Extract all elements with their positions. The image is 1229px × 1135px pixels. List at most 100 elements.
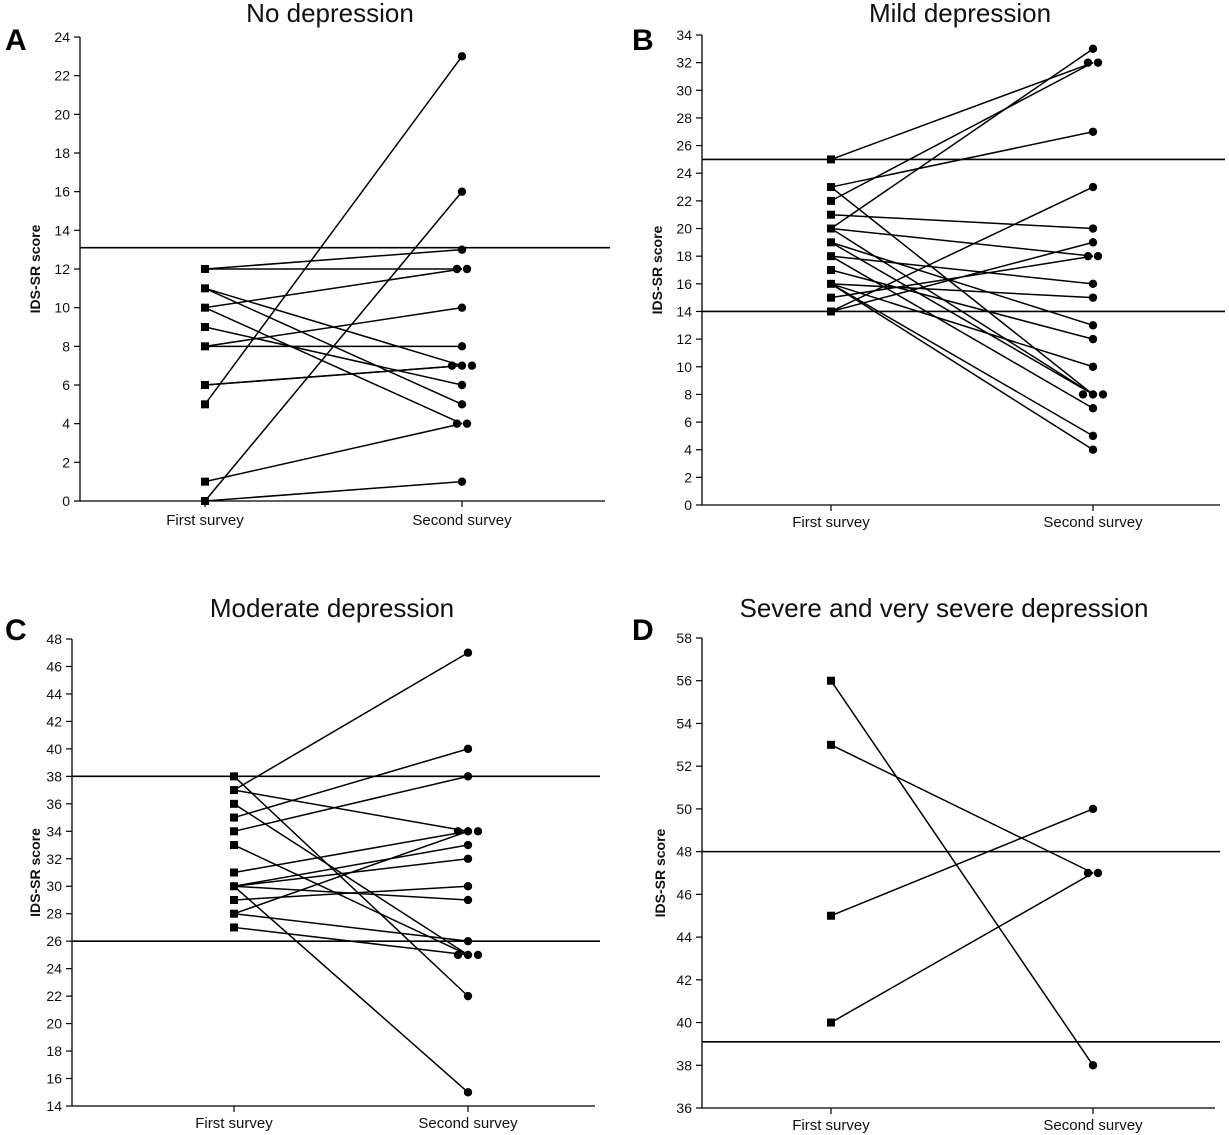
second-survey-point (1093, 58, 1103, 67)
pair-line (830, 61, 1094, 161)
chart-title: Moderate depression (210, 593, 454, 623)
first-survey-point (827, 911, 835, 920)
y-tick-label: 36 (46, 796, 62, 812)
first-survey-point (827, 740, 835, 749)
second-survey-point (1088, 279, 1098, 289)
second-survey-point (457, 361, 467, 370)
first-survey-point (201, 497, 209, 505)
y-tick-label: 20 (676, 221, 692, 237)
pair-line (204, 422, 463, 483)
second-survey-point (462, 264, 472, 274)
second-survey-point (1088, 182, 1098, 192)
first-survey-point (230, 909, 238, 918)
second-survey-point (463, 827, 473, 836)
pair-line (830, 744, 1094, 874)
second-survey-point (1083, 251, 1093, 261)
panel-letter: D (632, 614, 654, 647)
second-survey-point (457, 187, 467, 196)
y-tick-label: 58 (676, 630, 692, 646)
y-tick-label: 40 (676, 1015, 692, 1031)
panel-a: ANo depression024681012141618202224First… (5, 0, 610, 529)
pair-line (830, 283, 1094, 437)
first-survey-point (230, 799, 238, 808)
second-survey-point (463, 772, 473, 781)
second-survey-point (453, 950, 463, 960)
pair-line (233, 885, 469, 1093)
second-survey-point (457, 342, 467, 351)
first-survey-point (201, 342, 209, 351)
first-survey-point (827, 210, 835, 219)
y-tick-label: 52 (676, 758, 692, 774)
x-tick-label: Second survey (418, 1115, 518, 1132)
y-tick-label: 16 (676, 276, 692, 292)
second-survey-point (1088, 1061, 1098, 1070)
second-survey-point (1088, 390, 1098, 399)
second-survey-point (1088, 238, 1098, 247)
pair-line (830, 283, 1094, 451)
second-survey-point (457, 52, 467, 61)
first-survey-point (201, 303, 209, 312)
first-survey-point (230, 772, 238, 781)
first-survey-point (201, 381, 209, 389)
y-tick-label: 6 (684, 414, 692, 430)
second-survey-point (463, 882, 473, 891)
y-tick-label: 56 (676, 673, 692, 689)
y-tick-label: 32 (676, 55, 692, 71)
y-tick-label: 22 (54, 68, 70, 84)
second-survey-point (452, 419, 462, 428)
chart-title: Mild depression (869, 0, 1051, 28)
second-survey-point (1083, 58, 1093, 67)
panel-letter: B (632, 24, 654, 57)
y-tick-label: 2 (62, 454, 70, 470)
second-survey-point (1078, 390, 1088, 399)
pair-line (204, 55, 463, 405)
y-tick-label: 18 (676, 248, 692, 264)
first-survey-point (230, 786, 238, 795)
second-survey-point (463, 950, 473, 960)
panel-c: C Moderate depression 14 16 18 20 22 24 26 28 30 32… (5, 593, 600, 1132)
y-tick-label: 28 (676, 110, 692, 126)
pair-line (233, 912, 469, 942)
pair-line (204, 306, 463, 425)
second-survey-point (453, 827, 463, 836)
y-tick-label: 46 (46, 658, 62, 674)
y-axis-label: IDS-SR score (649, 225, 665, 314)
y-tick-label: 24 (676, 165, 692, 181)
y-tick-label: 38 (676, 1057, 692, 1073)
y-tick-label: 34 (676, 27, 692, 43)
first-survey-point (827, 307, 835, 316)
y-tick-label: 36 (676, 1100, 692, 1116)
y-tick-label: 14 (46, 1098, 62, 1114)
x-tick-label: Second survey (412, 512, 512, 529)
first-survey-point (201, 400, 209, 409)
second-survey-point (1088, 44, 1098, 54)
second-survey-point (1083, 868, 1093, 878)
pair-line (830, 872, 1094, 1024)
second-survey-point (473, 950, 483, 960)
pair-line (830, 680, 1094, 1066)
second-survey-point (1088, 431, 1098, 441)
second-survey-point (1088, 334, 1098, 344)
y-tick-label: 20 (46, 1016, 62, 1032)
first-survey-point (230, 923, 238, 932)
second-survey-point (463, 854, 473, 863)
second-survey-point (457, 380, 467, 390)
y-tick-label: 42 (46, 713, 62, 729)
pair-line (830, 61, 1094, 202)
second-survey-point (463, 744, 473, 754)
y-tick-label: 22 (676, 193, 692, 209)
y-tick-label: 24 (54, 29, 70, 45)
first-survey-point (201, 284, 209, 293)
pair-line (233, 885, 469, 901)
pair-line (830, 269, 1094, 340)
panel-letter: C (5, 614, 27, 647)
y-tick-label: 16 (54, 184, 70, 200)
y-tick-label: 50 (676, 801, 692, 817)
second-survey-point (1088, 362, 1098, 371)
first-survey-point (201, 265, 209, 273)
y-tick-label: 26 (46, 933, 62, 949)
first-survey-point (201, 323, 209, 331)
pair-line (233, 926, 469, 956)
second-survey-point (463, 840, 473, 850)
